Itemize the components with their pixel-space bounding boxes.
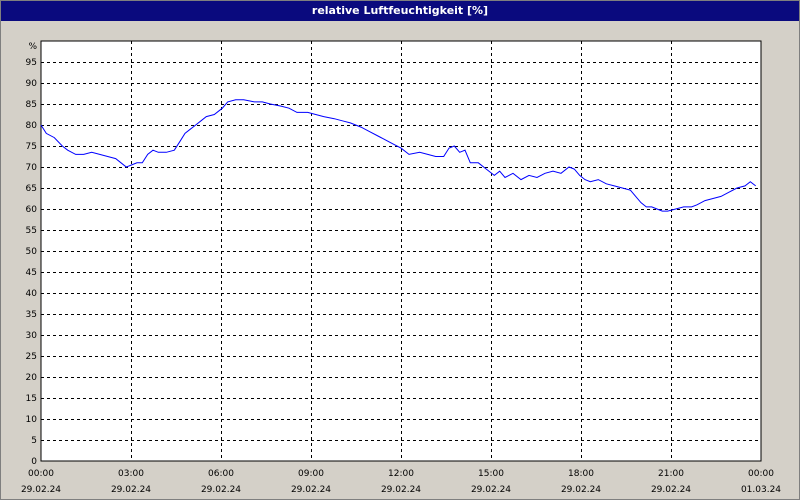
y-tick-label: 60 [26,205,38,215]
y-tick-label: 10 [26,415,38,425]
x-tick-time: 00:00 [28,469,54,479]
y-tick-label: 70 [26,163,38,173]
y-tick-label: 65 [26,184,37,194]
x-tick-time: 06:00 [208,469,234,479]
x-tick-date: 01.03.24 [741,485,781,495]
x-tick-time: 15:00 [478,469,504,479]
x-tick-date: 29.02.24 [21,485,61,495]
x-tick-time: 21:00 [658,469,684,479]
x-tick-date: 29.02.24 [651,485,691,495]
y-tick-label: 80 [26,121,38,131]
x-tick-time: 00:00 [748,469,774,479]
y-tick-label: 40 [26,289,38,299]
y-tick-label: 20 [26,373,38,383]
y-tick-label: 15 [26,394,37,404]
x-tick-time: 12:00 [388,469,414,479]
y-tick-label: 30 [26,331,38,341]
y-tick-label: 50 [26,247,38,257]
x-tick-date: 29.02.24 [561,485,601,495]
x-tick-date: 29.02.24 [111,485,151,495]
x-tick-date: 29.02.24 [381,485,421,495]
humidity-chart: 0 5 10 15 20 25 30 35 40 45 50 55 60 65 70 75 80 85 90 95% 0… [21,40,781,495]
x-tick-time: 18:00 [568,469,594,479]
x-tick-date: 29.02.24 [291,485,331,495]
chart-title: relative Luftfeuchtigkeit [%] [1,1,799,21]
x-tick-time: 09:00 [298,469,324,479]
y-tick-label: 75 [26,142,37,152]
series-line-0 [40,99,757,212]
y-tick-label: 35 [26,310,37,320]
y-tick-label: 0 [31,457,37,467]
y-tick-label: 85 [26,100,37,110]
y-tick-label: 55 [26,226,37,236]
x-tick-date: 29.02.24 [471,485,511,495]
y-tick-label: 90 [26,79,38,89]
y-tick-label: 45 [26,268,37,278]
x-tick-time: 03:00 [118,469,144,479]
y-tick-label: 5 [31,436,37,446]
y-unit-label: % [28,42,37,52]
y-tick-label: 25 [26,352,37,362]
y-tick-label: 95 [26,58,37,68]
x-tick-date: 29.02.24 [201,485,241,495]
